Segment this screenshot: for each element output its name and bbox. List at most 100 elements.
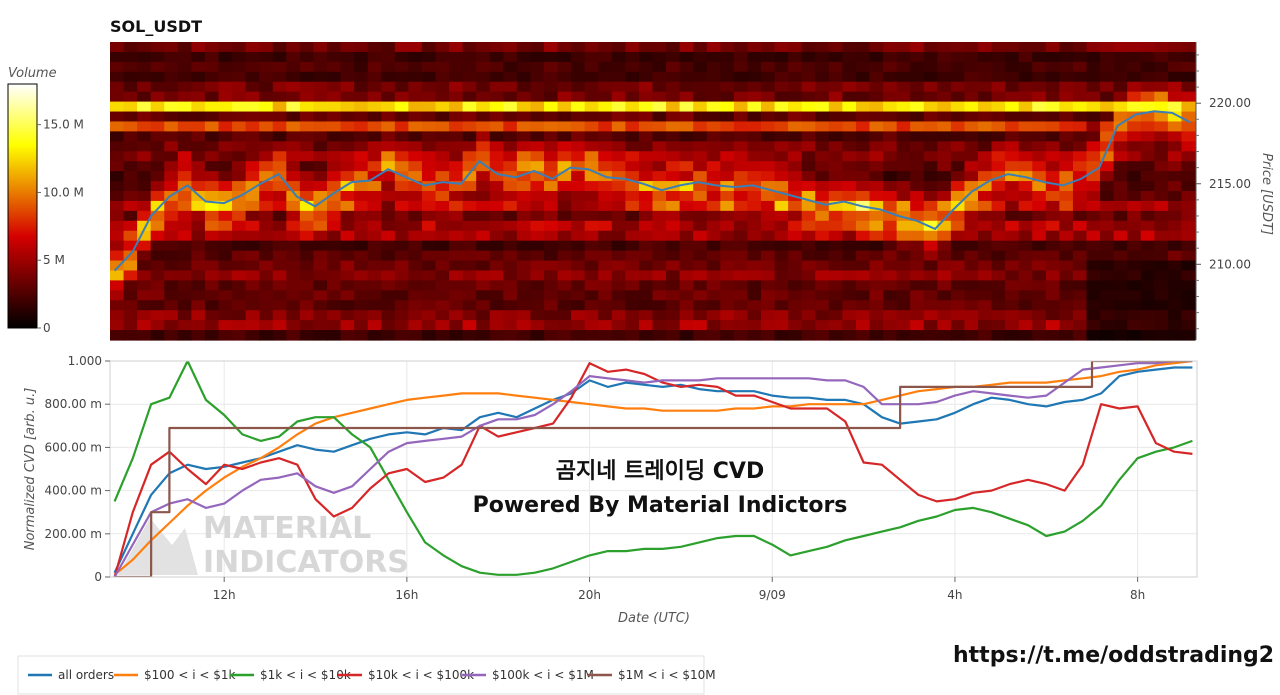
heatmap-cell <box>1113 240 1128 252</box>
legend-label[interactable]: $100k < i < $1M <box>492 668 594 682</box>
heatmap-cell <box>421 121 437 132</box>
heatmap-cell <box>421 250 437 262</box>
heatmap-cell <box>327 71 342 83</box>
heatmap-cell <box>706 320 721 331</box>
heatmap-cell <box>164 101 179 113</box>
heatmap-cell <box>421 240 437 252</box>
heatmap-cell <box>761 230 776 242</box>
heatmap-cell <box>164 280 179 291</box>
heatmap-cell <box>435 270 450 281</box>
heatmap-cell <box>1167 210 1183 222</box>
heatmap-cell <box>232 81 247 93</box>
heatmap-cell <box>828 111 843 123</box>
heatmap-cell <box>1059 71 1074 83</box>
heatmap-cell <box>869 131 884 142</box>
legend-label[interactable]: $10k < i < $100k <box>368 668 474 682</box>
heatmap-cell <box>666 260 681 272</box>
heatmap-cell <box>1059 260 1074 272</box>
heatmap-cell <box>666 81 681 93</box>
heatmap-cell <box>123 71 138 83</box>
heatmap-cell <box>123 200 138 212</box>
heatmap-cell <box>706 200 721 212</box>
heatmap-cell <box>462 151 477 162</box>
heatmap-cell <box>693 141 708 152</box>
heatmap-cell <box>883 151 898 162</box>
heatmap-cell <box>883 111 898 123</box>
heatmap-cell <box>1167 300 1183 311</box>
heatmap-cell <box>625 181 640 192</box>
heatmap-cell <box>177 91 192 103</box>
heatmap-cell <box>408 330 423 341</box>
heatmap-cell <box>842 270 857 281</box>
heatmap-cell <box>1032 191 1047 202</box>
heatmap-cell <box>123 191 138 202</box>
heatmap-cell <box>584 290 599 301</box>
heatmap-cell <box>544 300 559 311</box>
heatmap-cell <box>638 210 654 222</box>
heatmap-cell <box>191 310 206 321</box>
heatmap-cell <box>1005 131 1020 142</box>
heatmap-cell <box>896 141 911 152</box>
heatmap-cell <box>1005 111 1020 123</box>
heatmap-cell <box>245 250 260 262</box>
heatmap-cell <box>354 270 369 281</box>
heatmap-cell <box>1100 61 1115 73</box>
heatmap-cell <box>123 61 138 73</box>
heatmap-cell <box>1167 151 1183 162</box>
legend: all orders $100 < i < $1k $1k < i < $10k $1… <box>17 655 716 695</box>
legend-label[interactable]: $100 < i < $1k <box>144 668 236 682</box>
heatmap-cell <box>788 181 803 192</box>
heatmap-cell <box>652 81 667 93</box>
heatmap-cell <box>788 220 803 232</box>
heatmap-cell <box>855 71 871 83</box>
heatmap-cell <box>842 151 857 162</box>
heatmap-cell <box>340 111 355 123</box>
heatmap-cell <box>679 290 694 301</box>
heatmap-cell <box>367 230 382 242</box>
heatmap-cell <box>910 161 925 172</box>
heatmap-cell <box>855 91 871 103</box>
legend-label[interactable]: $1k < i < $10k <box>260 668 351 682</box>
heatmap-cell <box>1086 260 1101 272</box>
legend-label[interactable]: $1M < i < $10M <box>618 668 716 682</box>
heatmap-cell <box>232 270 247 281</box>
heatmap-cell <box>150 131 165 142</box>
heatmap-cell <box>638 220 654 232</box>
heatmap-cell <box>828 300 843 311</box>
heatmap-cell <box>421 270 437 281</box>
heatmap-cell <box>842 230 857 242</box>
heatmap-cell <box>503 111 518 123</box>
telegram-url[interactable]: https://t.me/oddstrading2 <box>953 643 1274 668</box>
heatmap-cell <box>869 290 884 301</box>
heatmap-cell <box>354 230 369 242</box>
heatmap-cell <box>150 280 165 291</box>
heatmap-cell <box>828 71 843 83</box>
heatmap-cell <box>1032 260 1047 272</box>
heatmap-cell <box>761 51 776 63</box>
heatmap-cell <box>408 42 423 53</box>
heatmap-cell <box>394 121 409 132</box>
heatmap-cell <box>1167 191 1183 202</box>
heatmap-cell <box>1045 300 1060 311</box>
heatmap-cell <box>137 290 152 301</box>
heatmap-cell <box>340 71 355 83</box>
heatmap-cell <box>625 290 640 301</box>
heatmap-cell <box>435 91 450 103</box>
heatmap-cell <box>421 51 437 63</box>
heatmap-cell <box>815 101 830 113</box>
heatmap-cell <box>367 290 382 301</box>
heatmap-cell <box>299 42 315 53</box>
heatmap-cell <box>544 171 559 182</box>
heatmap-cell <box>1086 42 1101 53</box>
cvd-y-tick-label: 800.00 m <box>45 397 103 411</box>
heatmap-cell <box>611 310 626 321</box>
heatmap-cell <box>421 191 437 202</box>
legend-label[interactable]: all orders <box>58 668 114 682</box>
heatmap-cell <box>910 181 925 192</box>
heatmap-cell <box>218 220 233 232</box>
heatmap-cell <box>232 71 247 83</box>
heatmap-cell <box>408 191 423 202</box>
heatmap-cell <box>381 260 396 272</box>
heatmap-cell <box>191 81 206 93</box>
heatmap-cell <box>1100 141 1115 152</box>
